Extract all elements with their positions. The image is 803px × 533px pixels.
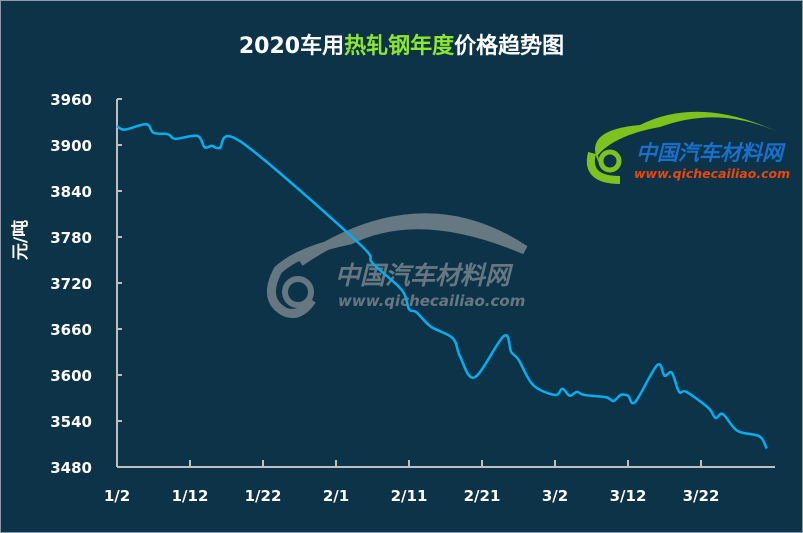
y-tick-label: 3600 xyxy=(50,367,92,385)
x-tick-label: 1/22 xyxy=(245,487,282,505)
x-tick-label: 3/2 xyxy=(542,487,568,505)
x-tick-label: 1/12 xyxy=(172,487,209,505)
title-highlight: 热轧钢年度 xyxy=(344,34,455,59)
x-tick-label: 3/12 xyxy=(610,487,647,505)
y-tick-label: 3540 xyxy=(50,413,92,431)
y-tick-label: 3840 xyxy=(50,183,92,201)
y-tick-label: 3480 xyxy=(50,459,92,477)
x-tick-label: 1/2 xyxy=(104,487,130,505)
title-suffix: 价格趋势图 xyxy=(454,34,565,59)
y-tick-label: 3960 xyxy=(50,91,92,109)
title-prefix: 2020车用 xyxy=(238,34,345,59)
x-tick-label: 2/1 xyxy=(323,487,349,505)
series-line xyxy=(116,123,768,450)
watermark-center-url: www.qichecailiao.com xyxy=(338,292,525,310)
x-tick-label: 3/22 xyxy=(683,487,720,505)
y-tick-label: 3660 xyxy=(50,321,92,339)
watermark-logo-center: 中国汽车材料网 www.qichecailiao.com xyxy=(266,213,528,318)
x-tick-label: 2/21 xyxy=(464,487,501,505)
chart-title: 2020车用热轧钢年度价格趋势图 xyxy=(0,28,803,60)
x-tick-label: 2/11 xyxy=(391,487,428,505)
watermark-center-cn: 中国汽车材料网 xyxy=(335,261,514,290)
y-tick-label: 3780 xyxy=(50,229,92,247)
watermark-corner-cn: 中国汽车材料网 xyxy=(636,141,786,165)
y-tick-label: 3720 xyxy=(50,275,92,293)
y-tick-label: 3900 xyxy=(50,137,92,155)
watermark-logo-corner: 中国汽车材料网 www.qichecailiao.com xyxy=(586,111,790,184)
watermark-corner-url: www.qichecailiao.com xyxy=(634,166,790,181)
